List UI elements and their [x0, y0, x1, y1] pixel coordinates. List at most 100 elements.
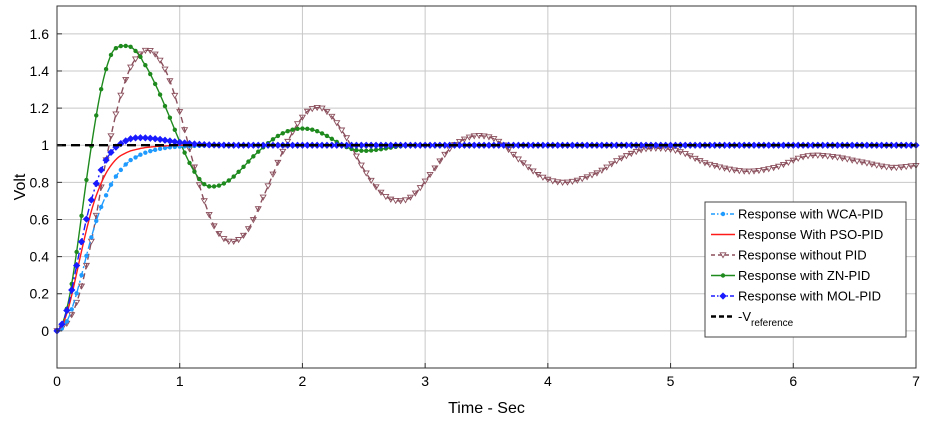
data-point: [131, 134, 140, 142]
data-point: [128, 157, 133, 163]
data-point: [157, 92, 163, 97]
data-point: [740, 168, 748, 175]
data-point: [82, 215, 91, 223]
data-point: [79, 272, 84, 278]
data-point: [74, 249, 79, 255]
data-point: [87, 196, 95, 204]
data-point: [848, 141, 856, 149]
data-point: [377, 189, 385, 196]
data-point: [235, 237, 243, 244]
data-point: [82, 262, 91, 270]
data-point: [598, 167, 606, 174]
data-point: [288, 141, 297, 149]
x-tick-label: 2: [299, 373, 307, 389]
data-point: [357, 162, 365, 169]
data-point: [102, 156, 110, 164]
data-point: [94, 113, 99, 118]
data-point: [382, 193, 390, 201]
data-point: [239, 232, 248, 240]
data-point: [305, 126, 310, 132]
data-point: [719, 292, 727, 300]
data-point: [133, 155, 138, 160]
y-tick-label: 1.2: [30, 100, 50, 116]
y-tick-label: 0.6: [30, 211, 50, 227]
y-tick-label: 0.2: [30, 286, 50, 302]
data-point: [354, 147, 359, 153]
data-point: [77, 238, 86, 246]
data-point: [824, 153, 832, 160]
data-point: [902, 163, 910, 171]
y-tick-label: 0: [41, 323, 49, 339]
data-point: [285, 128, 290, 134]
data-point: [696, 158, 704, 165]
data-point: [848, 157, 856, 164]
data-point: [323, 109, 331, 116]
data-point: [162, 145, 168, 151]
data-point: [632, 148, 640, 156]
data-point: [352, 153, 361, 160]
data-point: [172, 127, 178, 133]
data-point: [338, 127, 346, 134]
data-point: [167, 115, 173, 120]
data-point: [373, 147, 379, 153]
data-point: [593, 170, 601, 177]
data-point: [558, 179, 567, 186]
data-point: [270, 137, 276, 142]
data-point: [833, 154, 842, 161]
data-point: [794, 155, 802, 162]
data-point: [314, 129, 320, 134]
data-point: [94, 218, 99, 224]
data-point: [858, 159, 866, 166]
data-point: [187, 160, 192, 166]
data-point: [308, 106, 316, 113]
data-point: [897, 164, 905, 171]
data-point: [372, 184, 380, 191]
legend-entry: -Vreference: [711, 309, 794, 329]
data-point: [84, 253, 89, 258]
data-point: [878, 163, 886, 170]
data-point: [254, 206, 262, 213]
data-point: [563, 179, 572, 186]
data-point: [290, 127, 295, 132]
data-point: [873, 162, 881, 169]
legend-entry: Response without PID: [711, 248, 867, 263]
data-point: [809, 152, 817, 159]
data-point: [627, 150, 635, 158]
legend-label: -Vreference: [738, 309, 794, 329]
data-point: [69, 307, 74, 312]
data-point: [720, 165, 729, 172]
data-point: [706, 161, 714, 168]
data-point: [195, 182, 203, 189]
data-point: [892, 164, 900, 172]
data-point: [230, 238, 238, 246]
data-point: [127, 64, 135, 71]
data-point: [64, 319, 70, 324]
data-point: [225, 238, 233, 245]
data-point: [148, 148, 153, 154]
data-point: [117, 92, 125, 99]
data-point: [143, 150, 148, 155]
data-point: [324, 133, 330, 139]
data-point: [133, 48, 138, 54]
data-point: [161, 136, 169, 144]
data-point: [863, 160, 871, 167]
legend-entry: Response with ZN-PID: [711, 268, 870, 283]
data-point: [148, 71, 153, 77]
data-point: [141, 47, 149, 54]
data-point: [455, 138, 464, 146]
data-point: [77, 283, 86, 290]
data-point: [495, 138, 503, 146]
data-point: [97, 166, 105, 174]
data-point: [416, 185, 424, 192]
data-point: [534, 172, 542, 179]
data-point: [107, 148, 115, 156]
data-point: [529, 168, 537, 175]
legend-label: Response with ZN-PID: [738, 268, 870, 283]
data-point: [74, 291, 79, 296]
data-point: [113, 45, 119, 51]
data-point: [156, 57, 164, 64]
data-point: [387, 141, 395, 149]
data-point: [774, 163, 783, 170]
data-point: [220, 236, 228, 243]
data-point: [460, 136, 468, 143]
